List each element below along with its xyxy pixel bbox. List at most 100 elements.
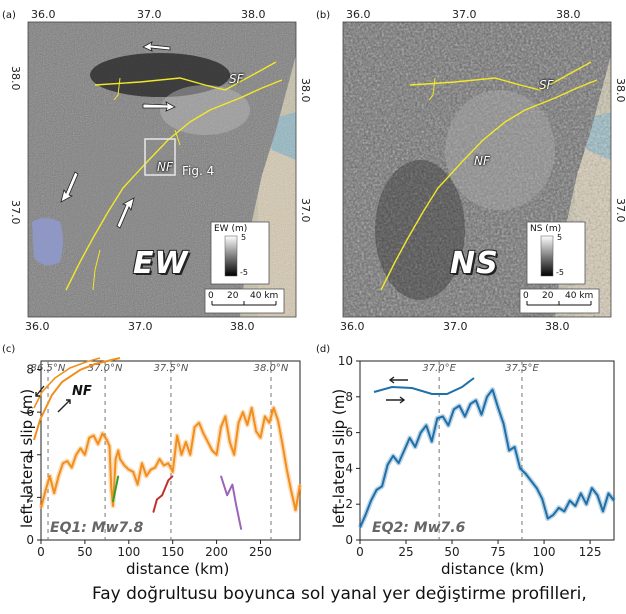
chart-d-point-main-3 <box>375 489 378 491</box>
panel-b-nf-label: NF <box>474 154 490 168</box>
chart-d-xtick-5: 125 <box>579 545 602 559</box>
chart-d-point-main-37 <box>563 510 565 512</box>
chart-d-point-main-30 <box>525 473 527 475</box>
panel-a-letter: (a) <box>2 10 16 21</box>
chart-c-point-red-3 <box>167 479 169 481</box>
chart-c-point-main-31 <box>163 464 165 467</box>
chart-d-point-main-22 <box>480 414 483 416</box>
chart-c-fault-trace <box>33 357 121 441</box>
chart-c-ytick-3: 6 <box>26 405 34 419</box>
chart-c-point-main-28 <box>150 469 152 471</box>
chart-c-series-purple <box>220 475 243 530</box>
chart-d-lat-label-0: 37.0°E <box>422 363 456 374</box>
chart-d-point-main-34 <box>547 517 549 520</box>
chart-c-point-red-1 <box>156 498 158 501</box>
chart-c-point-main-18 <box>112 505 114 507</box>
chart-d-point-main-31 <box>530 480 532 482</box>
chart-d-point-main-29 <box>519 467 521 469</box>
chart-c-point-green-0 <box>112 501 114 503</box>
panel-a-left-tick-2: 37.0 <box>9 200 22 225</box>
panel-a-bottom-tick-3: 38.0 <box>230 320 255 333</box>
chart-c-ytick-1: 2 <box>26 490 34 504</box>
chart-c-point-main-20 <box>117 449 119 452</box>
chart-c-arrow-2 <box>35 385 45 397</box>
panel-a-top-tick-1: 36.0 <box>31 8 56 21</box>
chart-c-point-main-21 <box>119 458 121 460</box>
chart-c-point-main-32 <box>167 462 169 464</box>
panel-c-xlabel: distance (km) <box>126 560 230 578</box>
chart-c-point-main-50 <box>246 424 248 426</box>
chart-d-point-main-4 <box>381 485 383 487</box>
chart-d-point-main-2 <box>370 500 372 502</box>
chart-c-xtick-2: 100 <box>117 545 140 559</box>
chart-d-point-main-9 <box>409 437 411 439</box>
chart-c-point-main-16 <box>108 445 111 447</box>
chart-c-point-main-17 <box>110 486 112 488</box>
chart-c-xtick-3: 150 <box>161 545 184 559</box>
chart-d-point-main-36 <box>558 507 560 509</box>
panel-b-top-tick-2: 37.0 <box>452 8 477 21</box>
chart-c-point-main-54 <box>264 415 266 418</box>
chart-c-point-main-0 <box>40 507 42 509</box>
chart-d-point-main-44 <box>602 510 604 512</box>
chart-d-ytick-4: 8 <box>345 390 353 404</box>
chart-d-point-main-32 <box>536 487 538 489</box>
chart-c-point-main-19 <box>115 458 117 460</box>
chart-c-point-purple-1 <box>226 494 228 496</box>
chart-c-point-main-8 <box>75 454 77 456</box>
panel-a-bottom-tick-2: 37.0 <box>128 320 153 333</box>
chart-d-point-main-43 <box>596 494 599 496</box>
chart-c-point-main-37 <box>189 454 191 456</box>
chart-c-point-main-39 <box>198 422 200 424</box>
panel-a-left-tick-1: 38.0 <box>9 66 22 91</box>
panel-a-bottom-tick-1: 36.0 <box>25 320 50 333</box>
chart-d-arrow-2 <box>386 396 406 404</box>
chart-c-series-red <box>152 475 174 513</box>
chart-c-point-main-47 <box>233 454 235 456</box>
chart-c-point-main-57 <box>277 420 279 422</box>
panel-b-bottom-tick-3: 38.0 <box>545 320 570 333</box>
chart-d-point-main-15 <box>442 415 444 418</box>
chart-c-point-main-51 <box>251 407 253 409</box>
chart-d-frame <box>359 360 615 541</box>
chart-c-point-main-48 <box>237 422 240 424</box>
chart-c-point-main-24 <box>132 471 134 473</box>
chart-c-point-red-2 <box>161 494 163 496</box>
chart-c-point-main-60 <box>290 490 292 492</box>
chart-d-point-main-33 <box>541 498 543 500</box>
panel-a-nf-label: NF <box>157 160 173 174</box>
chart-c-point-main-33 <box>172 471 174 473</box>
panel-d-letter: (d) <box>316 344 331 355</box>
panel-b-colorbar-min: -5 <box>556 268 564 277</box>
chart-c-point-main-11 <box>88 437 90 439</box>
panel-c-ylabel: left-lateral slip (m) <box>18 388 36 528</box>
chart-c-point-main-7 <box>71 466 73 469</box>
chart-d-point-main-45 <box>607 492 610 495</box>
chart-c-point-main-45 <box>224 415 226 418</box>
panel-b-ns-label: NS <box>450 246 499 281</box>
chart-c-xtick-1: 50 <box>77 545 92 559</box>
chart-c-lat-label-0: 36.5°N <box>31 363 66 374</box>
chart-d-arrow-1 <box>388 376 408 384</box>
chart-c-point-main-10 <box>84 454 86 456</box>
chart-c-point-main-14 <box>101 432 104 435</box>
chart-d-point-main-40 <box>580 492 582 495</box>
chart-c-point-green-2 <box>117 475 119 477</box>
chart-c-point-main-40 <box>202 432 205 435</box>
panel-b-letter: (b) <box>316 10 331 21</box>
chart-c-point-main-49 <box>242 411 244 413</box>
panel-a-ew-label: EW <box>133 246 189 281</box>
chart-c-point-main-36 <box>185 441 187 443</box>
chart-c-point-main-38 <box>194 426 196 428</box>
panel-b-bottom-tick-2: 37.0 <box>443 320 468 333</box>
chart-c-point-main-12 <box>93 434 95 437</box>
chart-c-point-main-52 <box>255 430 257 432</box>
chart-c-point-red-4 <box>172 475 174 477</box>
chart-c-point-red-0 <box>152 511 154 513</box>
chart-d-ytick-3: 6 <box>345 426 353 440</box>
chart-c-point-main-34 <box>176 434 178 437</box>
chart-c-point-main-9 <box>79 447 82 449</box>
panel-b-scale-40: 40 km <box>565 291 594 301</box>
chart-c-lat-label-1: 37.0°N <box>88 363 123 374</box>
